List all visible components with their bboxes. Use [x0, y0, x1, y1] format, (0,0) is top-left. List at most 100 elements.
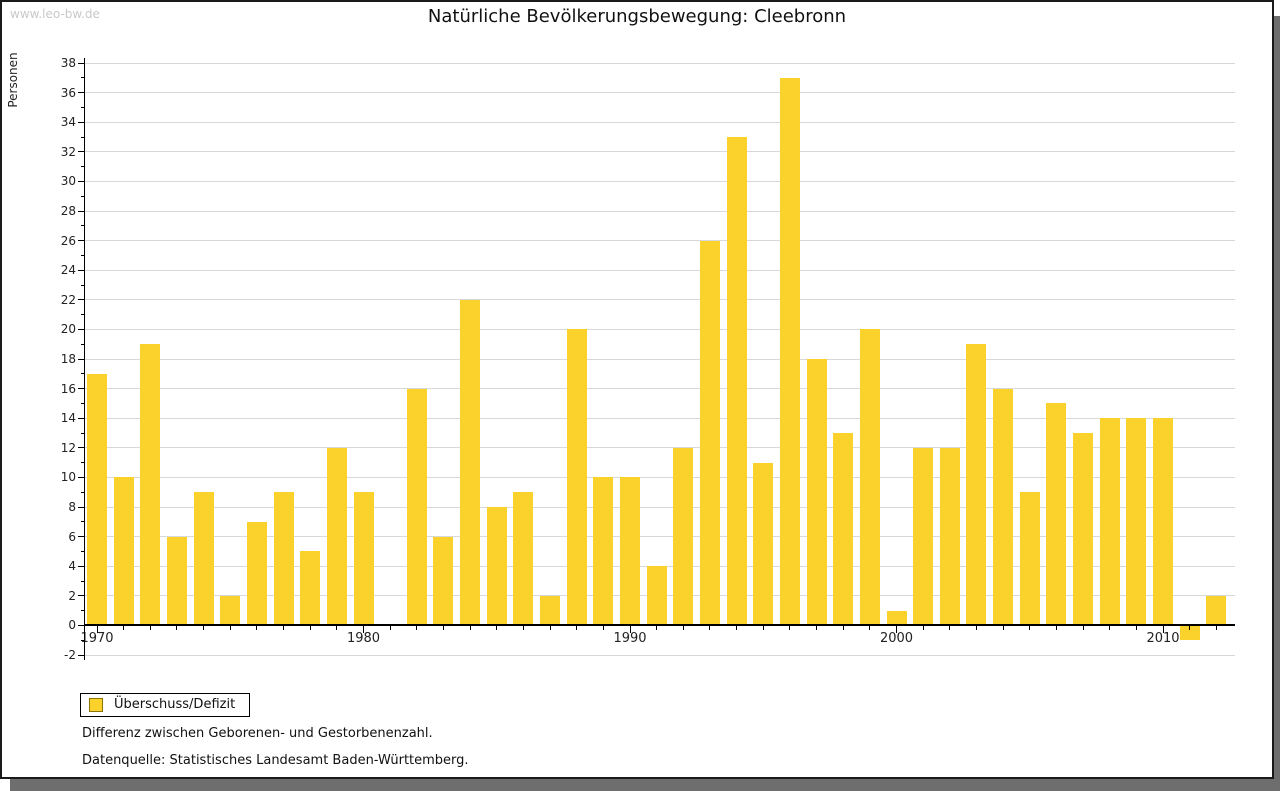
- bar-1975: [220, 595, 241, 626]
- bar-1986: [513, 492, 534, 626]
- y-axis-tick-label: 26: [60, 233, 76, 248]
- bar-1990: [620, 477, 640, 626]
- gridline: [84, 62, 1235, 64]
- y-axis-tick-label: 0: [68, 618, 76, 633]
- y-axis-tick-minor: [81, 373, 84, 375]
- x-axis-tick-label: 2000: [879, 631, 914, 647]
- y-axis-tick-label: 34: [60, 115, 76, 130]
- gridline: [84, 180, 1235, 182]
- x-axis-tick: [442, 626, 444, 631]
- x-axis-tick: [123, 626, 125, 631]
- footnote-description: Differenz zwischen Geborenen- und Gestor…: [82, 726, 433, 741]
- y-axis-tick-major: [78, 299, 84, 301]
- y-axis-tick-minor: [81, 639, 84, 641]
- x-axis-tick: [309, 626, 311, 631]
- gridline: [84, 121, 1235, 123]
- y-axis-tick-major: [78, 240, 84, 242]
- bar-1991: [646, 566, 667, 626]
- y-axis-tick-label: 16: [60, 381, 76, 396]
- footnote-datasource: Datenquelle: Statistisches Landesamt Bad…: [82, 753, 469, 768]
- gridline: [84, 388, 1235, 390]
- bar-1994: [726, 137, 747, 626]
- bar-2006: [1046, 403, 1067, 626]
- gridline: [84, 476, 1235, 478]
- y-axis-tick-major: [78, 269, 84, 271]
- y-axis-tick-major: [78, 92, 84, 94]
- x-axis-tick: [842, 626, 844, 631]
- x-axis-line: [84, 624, 1235, 627]
- y-axis-tick-label: 4: [68, 559, 76, 574]
- bar-2009: [1126, 418, 1147, 626]
- gridline: [84, 447, 1235, 449]
- y-axis-label: Personen: [6, 52, 20, 108]
- bar-2005: [1019, 492, 1040, 626]
- x-axis-tick: [1029, 626, 1031, 631]
- gridline: [84, 299, 1235, 301]
- y-axis-tick-label: 10: [60, 470, 76, 485]
- y-axis-tick-major: [78, 476, 84, 478]
- y-axis-tick-label: -2: [64, 648, 76, 662]
- y-axis-tick-minor: [81, 402, 84, 404]
- y-axis-tick-label: 18: [60, 352, 76, 366]
- bar-1979: [326, 447, 347, 626]
- x-axis-tick: [256, 626, 258, 631]
- bar-2002: [939, 447, 960, 626]
- y-axis-tick-minor: [81, 550, 84, 552]
- x-axis-tick: [1002, 626, 1004, 631]
- y-axis-tick-minor: [81, 491, 84, 493]
- y-axis-tick-minor: [81, 343, 84, 345]
- legend-swatch: [89, 697, 103, 712]
- gridline: [84, 269, 1235, 271]
- y-axis-tick-major: [78, 388, 84, 390]
- legend: Überschuss/Defizit: [80, 693, 251, 717]
- bar-2008: [1099, 418, 1120, 626]
- y-axis-tick-label: 30: [60, 174, 76, 189]
- y-axis-tick-label: 24: [60, 263, 76, 278]
- chart-plot-area: -2 0 2 4 6 8 10 12 14 16 18 20 22 24 26 28 30 32 34 36 38 197…: [61, 56, 1235, 662]
- bar-1983: [433, 536, 454, 626]
- x-axis-tick: [1109, 626, 1111, 631]
- x-axis-tick: [789, 626, 791, 631]
- gridline: [84, 92, 1235, 94]
- x-axis-tick-label: 1980: [346, 631, 381, 647]
- y-axis-tick-label: 28: [60, 204, 76, 218]
- x-axis-tick: [149, 626, 151, 631]
- y-axis-tick-minor: [81, 195, 84, 197]
- bar-2007: [1073, 433, 1094, 626]
- y-axis-tick-label: 8: [68, 500, 76, 514]
- y-axis-tick-minor: [81, 225, 84, 227]
- bar-1998: [833, 433, 854, 626]
- x-axis-tick: [629, 626, 631, 634]
- bar-1971: [113, 477, 134, 626]
- y-axis-tick-minor: [81, 521, 84, 523]
- x-axis-tick: [389, 626, 391, 631]
- bar-1997: [806, 359, 827, 626]
- x-axis-tick: [682, 626, 684, 631]
- y-axis-line: [84, 58, 85, 660]
- bar-1978: [300, 551, 321, 626]
- bar-2011: [1179, 625, 1200, 641]
- gridline: [84, 417, 1235, 419]
- x-axis-tick: [1162, 626, 1164, 634]
- x-axis-tick: [736, 626, 738, 631]
- x-axis-tick: [1215, 626, 1217, 631]
- y-axis-tick-label: 20: [60, 322, 76, 337]
- watermark: www.leo-bw.de: [10, 7, 100, 21]
- bar-1996: [779, 77, 800, 626]
- gridline: [84, 358, 1235, 360]
- x-axis-tick: [1135, 626, 1137, 631]
- bar-1980: [353, 492, 374, 626]
- x-axis-tick: [762, 626, 764, 631]
- bar-1970: [87, 373, 107, 626]
- x-axis-tick: [922, 626, 924, 631]
- bar-2000: [886, 610, 907, 626]
- bar-1993: [699, 240, 720, 626]
- x-axis-tick: [416, 626, 418, 631]
- y-axis-tick-major: [78, 447, 84, 449]
- x-axis-tick: [816, 626, 818, 631]
- bar-1985: [486, 507, 507, 626]
- bar-1988: [566, 329, 587, 626]
- x-axis-tick: [469, 626, 471, 631]
- y-axis-tick-label: 36: [60, 85, 76, 100]
